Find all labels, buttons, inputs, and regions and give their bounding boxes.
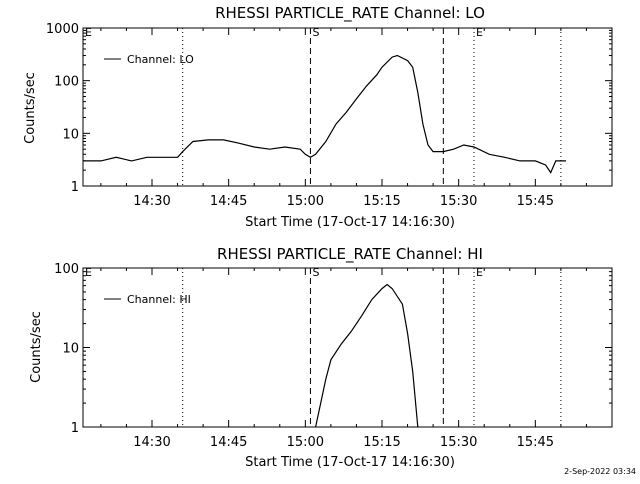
event-marker-label: S	[312, 26, 319, 39]
x-tick-label: 15:15	[363, 194, 400, 209]
plot-frame	[82, 27, 613, 187]
y-tick-label: 10	[62, 127, 79, 142]
x-tick-label: 14:30	[133, 435, 170, 450]
legend: Channel: LO	[104, 53, 194, 66]
y-tick-label: 1	[71, 421, 79, 436]
x-axis-label: Start Time (17-Oct-17 14:16:30)	[245, 455, 455, 470]
x-tick-label: 15:30	[440, 435, 477, 450]
x-tick-label: 15:30	[440, 194, 477, 209]
event-marker-label: E	[85, 26, 92, 39]
event-marker-label: E	[476, 266, 483, 279]
x-tick-label: 15:00	[287, 194, 324, 209]
y-tick-label: 1	[71, 180, 79, 195]
legend-label: Channel: HI	[127, 293, 191, 306]
y-tick-label: 100	[54, 262, 79, 277]
y-axis-label: Counts/sec	[23, 72, 38, 144]
x-tick-label: 15:45	[517, 194, 554, 209]
x-tick-label: 15:45	[517, 435, 554, 450]
y-tick-label: 10	[62, 342, 79, 357]
x-tick-label: 15:15	[363, 435, 400, 450]
series-line	[315, 283, 419, 428]
x-tick-label: 14:45	[210, 435, 247, 450]
legend: Channel: HI	[104, 293, 191, 306]
y-axis-label: Counts/sec	[29, 311, 44, 383]
footer-timestamp: 2-Sep-2022 03:34	[564, 467, 636, 476]
panel-hi: RHESSI PARTICLE_RATE Channel: HI Start T…	[29, 245, 613, 470]
event-marker-label: S	[312, 266, 319, 279]
event-marker-label: E	[85, 266, 92, 279]
x-tick-label: 14:30	[133, 194, 170, 209]
x-tick-label: 14:45	[210, 194, 247, 209]
panel-lo: RHESSI PARTICLE_RATE Channel: LO Start T…	[23, 4, 613, 230]
legend-label: Channel: LO	[127, 53, 194, 66]
x-tick-label: 15:00	[287, 435, 324, 450]
y-tick-label: 100	[54, 75, 79, 90]
chart-title: RHESSI PARTICLE_RATE Channel: LO	[215, 4, 485, 23]
series-line	[83, 54, 566, 174]
y-tick-label: 1000	[46, 22, 79, 37]
x-axis-label: Start Time (17-Oct-17 14:16:30)	[245, 215, 455, 230]
event-marker-label: E	[476, 26, 483, 39]
chart-title: RHESSI PARTICLE_RATE Channel: HI	[217, 245, 483, 264]
